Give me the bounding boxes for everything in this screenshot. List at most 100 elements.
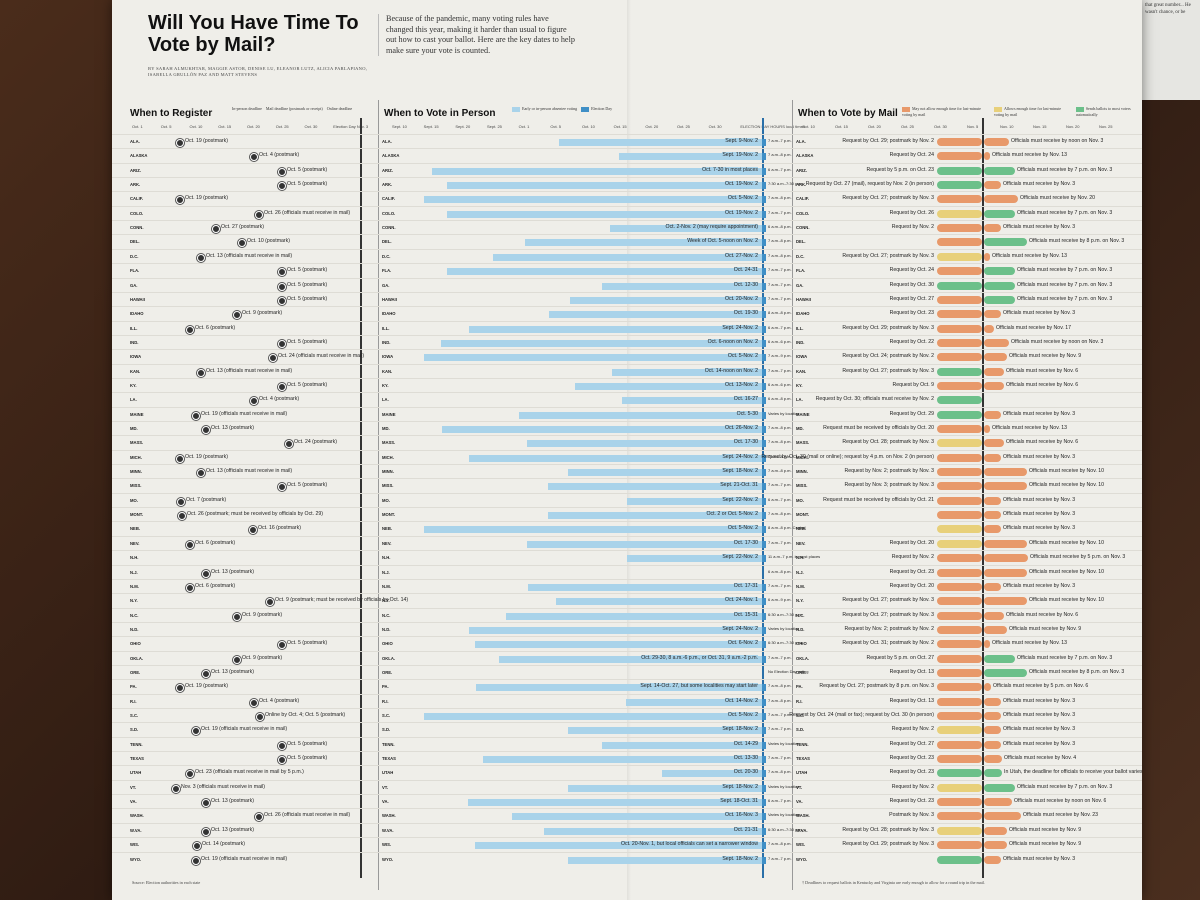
receipt-window-pill [984, 740, 1001, 749]
state-label: KY. [796, 382, 803, 388]
state-label: N.J. [796, 569, 804, 575]
mail-window-pill [937, 654, 982, 663]
request-deadline-text: Request by 5 p.m. on Oct. 23 [866, 166, 934, 173]
axis-tick-label: Oct. 25 [275, 124, 289, 129]
state-label: PA. [130, 684, 137, 690]
in-person-axis: Sept. 10 Sept. 15 Sept. 20 Sept. 25 Oct. 1 Oc… [392, 124, 805, 132]
receipt-window-pill [984, 812, 1021, 821]
table-row: NEV. NEV. NEV. Oct. 6 (postmark) Oct. 17-30 7… [112, 535, 1142, 552]
receipt-deadline-text: Officials must receive by Nov. 9 [1009, 826, 1082, 833]
request-deadline-text: Request by Nov. 2 [891, 554, 934, 561]
receipt-deadline-text: Officials must receive by Nov. 3 [1003, 410, 1076, 417]
table-row: IND. IND. IND. Oct. 5 (postmark) Oct. 6-noon… [112, 334, 1142, 351]
state-label: OKLA. [382, 655, 396, 661]
early-voting-dates: Sept. 22-Nov. 2 [722, 496, 758, 503]
request-deadline-text: Request by Oct. 24 [889, 152, 934, 159]
receipt-deadline-text: Officials must receive by Nov. 10 [1029, 539, 1105, 546]
early-voting-dates: Oct. 13-30 [733, 755, 758, 762]
state-label: N.H. [382, 555, 391, 561]
early-voting-bar [447, 210, 762, 218]
mail-window-pill [937, 381, 982, 390]
mail-footnote: † Deadlines to request ballots in Kentuc… [802, 880, 985, 885]
state-label: KY. [130, 382, 137, 388]
register-deadline-text: Oct. 5 (postmark) [287, 295, 328, 302]
election-day-hours: 6 a.m.-6 p.m. [768, 381, 792, 387]
election-day-hours: Varies by location [768, 410, 800, 416]
request-deadline-text: Request by Oct. 13 [889, 697, 934, 704]
register-deadline-text: Oct. 9 (postmark) [242, 611, 283, 618]
state-label: ARIZ. [382, 167, 393, 173]
axis-tick-label: Nov. 15 [1033, 124, 1047, 129]
early-voting-dates: Sept. 24-Nov. 2 [722, 453, 758, 460]
deadline-marker [266, 598, 274, 607]
early-voting-dates: Sept. 24-Nov. 2 [722, 324, 758, 331]
mail-window-pill [937, 295, 982, 304]
state-label: IOWA [130, 354, 142, 360]
state-label: W.VA. [796, 827, 808, 833]
election-day-hours: 7 a.m.-7 p.m. [768, 138, 792, 143]
receipt-deadline-text: Officials must receive by Nov. 3 [1003, 181, 1076, 188]
state-label: KAN. [796, 368, 807, 374]
receipt-window-pill [984, 855, 1001, 864]
axis-tick-label: Oct. 15 [218, 124, 232, 129]
receipt-window-pill [984, 611, 1004, 620]
table-row: N.D. N.D. N.D. Sept. 24-Nov. 2 Varies by loc… [112, 621, 1142, 638]
election-day-bar [762, 469, 766, 477]
register-deadline-text: Oct. 5 (postmark) [287, 755, 328, 762]
register-deadline-text: Oct. 5 (postmark) [287, 740, 328, 747]
election-day-bar [762, 684, 766, 692]
request-deadline-text: Request by Oct. 9 [892, 381, 934, 388]
election-day-hours: 7 a.m.-8 p.m. [768, 683, 792, 689]
mail-window-pill [937, 353, 982, 362]
request-deadline-text: Request by Oct. 13 [889, 668, 934, 675]
state-label: IDAHO [130, 311, 144, 317]
axis-tick-label: Oct. 30 [708, 124, 722, 129]
request-deadline-text: Request by Oct. 31; postmark by Nov. 2 [842, 640, 934, 647]
table-row: MISS. MISS. MISS. Oct. 5 (postmark) Sept. 21… [112, 478, 1142, 494]
early-voting-dates: Oct. 14-Nov. 2 [724, 697, 758, 704]
deadline-marker [186, 540, 194, 549]
receipt-window-pill [984, 224, 1001, 233]
receipt-window-pill [984, 539, 1027, 548]
register-deadline-text: Oct. 13 (officials must receive in mail) [206, 367, 293, 374]
state-label: MICH. [796, 454, 808, 460]
state-label: IND. [130, 339, 139, 345]
request-deadline-text: Request by Oct. 29 [889, 410, 934, 417]
early-voting-bar [424, 713, 762, 720]
request-deadline-text: Postmark by Nov. 3 [889, 812, 934, 819]
mail-window-pill [937, 539, 982, 548]
election-day-hours: 7 a.m.-8 p.m. [768, 468, 792, 474]
state-label: D.C. [382, 253, 391, 259]
request-deadline-text: Request by Oct. 29; postmark by Nov. 2 [842, 138, 934, 144]
receipt-window-pill [984, 496, 1001, 505]
deadline-marker [278, 282, 286, 291]
election-day-bar [762, 397, 766, 405]
receipt-window-pill [984, 582, 1001, 591]
early-voting-bar [627, 497, 762, 505]
early-voting-bar [447, 182, 762, 190]
state-label: R.I. [796, 698, 803, 704]
mail-window-pill [937, 166, 982, 175]
early-voting-bar [622, 397, 762, 405]
register-deadline-text: Oct. 13 (postmark) [211, 798, 254, 805]
receipt-deadline-text: Officials must receive by 5 p.m. on Nov.… [1030, 554, 1126, 561]
state-label: ALASKA [382, 153, 400, 159]
receipt-window-pill [984, 668, 1027, 677]
early-voting-bar [612, 368, 762, 376]
request-deadline-text: Request by Oct. 27; postmark by Nov. 3 [842, 252, 934, 259]
table-row: WYO. WYO. WYO. Oct. 19 (officials must rece… [112, 851, 1142, 868]
early-voting-bar [499, 655, 762, 663]
mail-election-day-line [982, 118, 984, 878]
request-deadline-text: Request by Oct. 29; postmark by Nov. 3 [842, 841, 934, 848]
early-voting-bar [447, 268, 762, 276]
election-day-bar [762, 655, 766, 663]
state-label: ILL. [796, 325, 804, 331]
election-day-bar [762, 426, 766, 433]
state-label: MONT. [796, 512, 810, 518]
register-deadline-text: Oct. 13 (officials must receive in mail) [206, 468, 293, 475]
early-voting-bar [424, 354, 762, 362]
register-deadline-text: Oct. 13 (postmark) [211, 568, 254, 575]
state-label: D.C. [796, 253, 805, 259]
register-deadline-text: Oct. 5 (postmark) [287, 482, 328, 489]
table-row: ALASKA ALASKA ALASKA Oct. 4 (postmark) Sept.… [112, 148, 1142, 164]
